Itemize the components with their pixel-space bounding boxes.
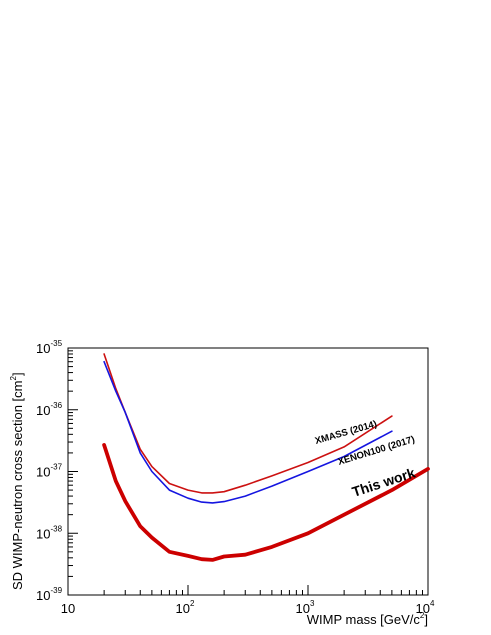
y-tick-label: 10-38: [36, 524, 63, 541]
x-tick-label: 104: [416, 599, 435, 616]
series-group: [102, 353, 430, 562]
y-tick-label: 10-37: [36, 463, 63, 480]
x-tick-label: 10: [61, 601, 75, 616]
y-axis-title: SD WIMP-neutron cross section [cm2]: [9, 372, 25, 590]
y-tick-label: 10-35: [36, 339, 63, 356]
y-tick-label: 10-39: [36, 586, 63, 603]
tick-group: [67, 350, 429, 596]
x-tick-label: 103: [296, 599, 315, 616]
x-axis-title: WIMP mass [GeV/c2]: [307, 611, 428, 627]
tick-label-group: 10 102 103 104 10-39 10-38 10-37 10-36 10-35: [36, 339, 435, 616]
x-tick-label: 102: [176, 599, 195, 616]
series-line-xenon100: [103, 360, 393, 504]
series-line-this-work: [102, 442, 430, 562]
y-tick-label: 10-36: [36, 401, 63, 418]
plot-frame: [67, 347, 429, 596]
series-line-xmass: [103, 353, 393, 494]
